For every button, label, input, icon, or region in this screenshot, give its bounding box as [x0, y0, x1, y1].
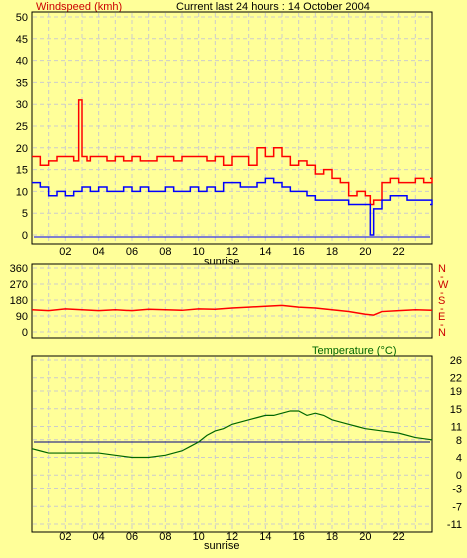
y-tick-label: 19 [450, 386, 462, 398]
wind-chart-title: Current last 24 hours : 14 October 2004 [176, 1, 370, 13]
y-tick-label: -11 [447, 519, 462, 531]
y-tick-label: 8 [456, 435, 462, 447]
x-tick-label: 08 [159, 531, 171, 543]
wind-y-ticks: 0 5 10 15 20 25 30 35 40 45 50 [16, 12, 28, 242]
temperature-title: Temperature (°C) [312, 345, 396, 357]
y-tick-label: 45 [16, 34, 28, 46]
y-tick-label: 360 [10, 263, 28, 275]
x-tick-label: 18 [326, 531, 338, 543]
y-tick-label: 90 [16, 311, 28, 323]
x-tick-label: 16 [293, 531, 305, 543]
y-tick-label: -7 [452, 501, 462, 513]
x-tick-label: 02 [59, 246, 71, 258]
direction-grid [33, 265, 431, 337]
y-tick-label: 22 [450, 373, 462, 385]
y-tick-label: -3 [452, 484, 462, 496]
compass-label: E [438, 311, 445, 323]
y-tick-label: 15 [16, 165, 28, 177]
y-tick-label: 26 [450, 355, 462, 367]
y-tick-label: 30 [16, 99, 28, 111]
x-tick-label: 04 [93, 531, 105, 543]
x-tick-label: 10 [193, 531, 205, 543]
y-tick-label: 0 [456, 470, 462, 482]
x-tick-label: 06 [126, 246, 138, 258]
compass-separator: - [440, 271, 444, 283]
y-tick-label: 0 [22, 230, 28, 242]
compass-label: W [438, 279, 449, 291]
y-tick-label: 20 [16, 143, 28, 155]
y-tick-label: 40 [16, 56, 28, 68]
y-tick-label: 180 [10, 295, 28, 307]
y-tick-label: 25 [16, 121, 28, 133]
direction-series [31, 304, 433, 316]
x-tick-label: 12 [226, 246, 238, 258]
temperature-x-ticks: 02 04 06 08 10 12 14 16 18 20 22 [59, 531, 405, 543]
y-tick-label: 270 [10, 279, 28, 291]
temperature-series [31, 410, 433, 459]
compass-label: N [438, 327, 446, 339]
compass-separator: - [440, 303, 444, 315]
y-tick-label: 10 [16, 186, 28, 198]
y-tick-label: 11 [451, 421, 462, 433]
y-tick-label: 50 [16, 12, 28, 24]
x-tick-label: 08 [159, 246, 171, 258]
x-tick-label: 18 [326, 246, 338, 258]
compass-label: S [438, 295, 445, 307]
x-tick-label: 20 [359, 531, 371, 543]
compass-separator: - [440, 319, 444, 331]
x-tick-label: 04 [93, 246, 105, 258]
x-tick-label: 22 [393, 246, 405, 258]
y-tick-label: 15 [450, 404, 462, 416]
compass-label: N [438, 263, 446, 275]
y-tick-label: 4 [456, 453, 462, 465]
x-tick-label: 16 [293, 246, 305, 258]
wind-grid [33, 13, 431, 243]
y-tick-label: 35 [16, 77, 28, 89]
temperature-sunrise-label: sunrise [204, 540, 239, 552]
x-tick-label: 06 [126, 531, 138, 543]
temperature-grid [33, 357, 431, 531]
wind-series [31, 99, 433, 238]
y-tick-label: 0 [22, 327, 28, 339]
x-tick-label: 10 [193, 246, 205, 258]
x-tick-label: 20 [359, 246, 371, 258]
x-tick-label: 14 [259, 246, 271, 258]
x-tick-label: 02 [59, 531, 71, 543]
wind-x-ticks: 02 04 06 08 10 12 14 16 18 20 22 [59, 246, 405, 258]
x-tick-label: 14 [259, 531, 271, 543]
direction-y-ticks: 0 90 180 270 360 [10, 263, 28, 339]
x-tick-label: 22 [393, 531, 405, 543]
series-line-1 [32, 177, 433, 236]
x-tick-label: 12 [226, 531, 238, 543]
compass-separator: - [440, 287, 444, 299]
windspeed-label: Windspeed (kmh) [36, 1, 122, 13]
y-tick-label: 5 [22, 208, 28, 220]
